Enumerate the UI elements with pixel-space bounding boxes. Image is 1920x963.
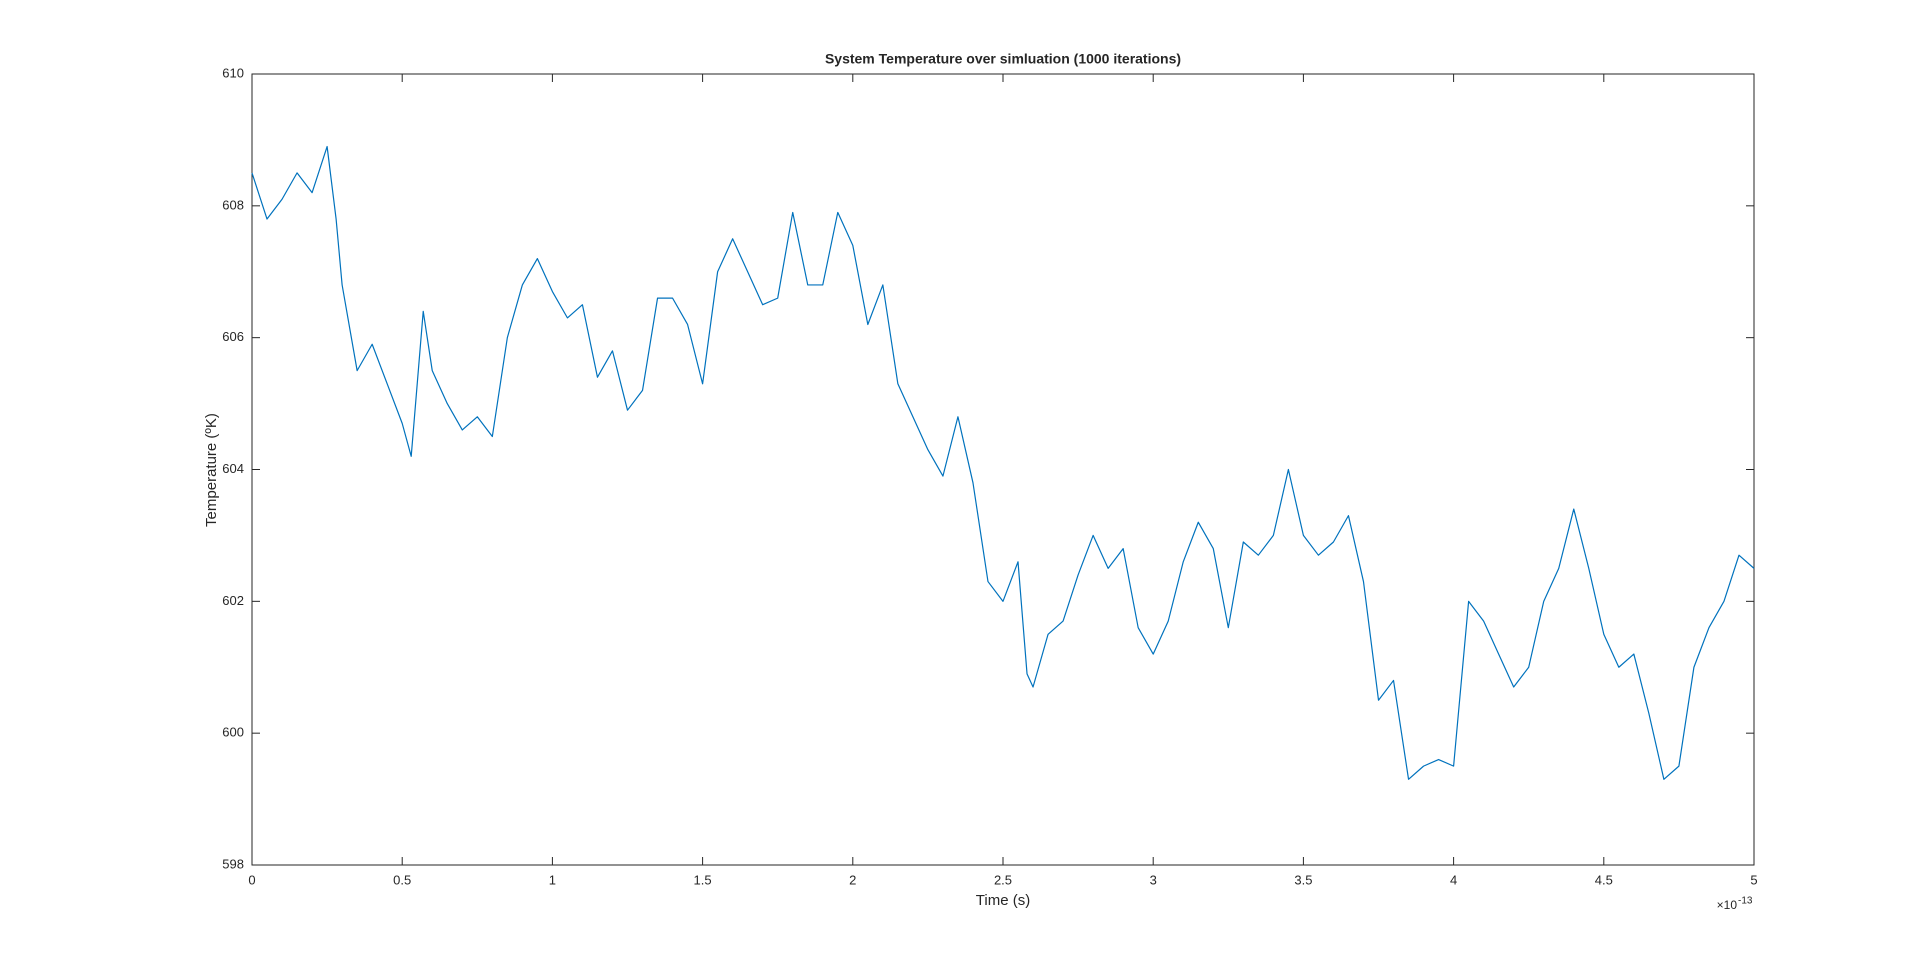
y-tick-label: 606 bbox=[222, 329, 244, 344]
x-tick-label: 0 bbox=[248, 872, 255, 887]
x-tick-label: 4.5 bbox=[1595, 872, 1613, 887]
x-tick-label: 0.5 bbox=[393, 872, 411, 887]
y-tick-label: 598 bbox=[222, 856, 244, 871]
x-tick-label: 2 bbox=[849, 872, 856, 887]
data-line bbox=[251, 145, 1755, 780]
x-axis-label: Time (s) bbox=[976, 892, 1030, 909]
plot-frame bbox=[251, 73, 1755, 866]
y-tick-label: 608 bbox=[222, 197, 244, 212]
x-tick-label: 2.5 bbox=[994, 872, 1012, 887]
x-tick-label: 3 bbox=[1150, 872, 1157, 887]
x-tick-label: 4 bbox=[1450, 872, 1457, 887]
x-multiplier-base: ×10 bbox=[1717, 898, 1738, 912]
x-tick-label: 1.5 bbox=[694, 872, 712, 887]
y-tick-label: 600 bbox=[222, 725, 244, 740]
chart-title: System Temperature over simluation (1000… bbox=[825, 51, 1181, 67]
x-tick-label: 1 bbox=[549, 872, 556, 887]
y-axis-label: Temperature (ºK) bbox=[203, 413, 220, 527]
x-tick-label: 5 bbox=[1750, 872, 1757, 887]
y-tick-label: 610 bbox=[222, 65, 244, 80]
y-tick-label: 604 bbox=[222, 461, 244, 476]
x-multiplier-exponent: -13 bbox=[1738, 896, 1753, 907]
x-tick-label: 3.5 bbox=[1294, 872, 1312, 887]
y-tick-label: 602 bbox=[222, 593, 244, 608]
